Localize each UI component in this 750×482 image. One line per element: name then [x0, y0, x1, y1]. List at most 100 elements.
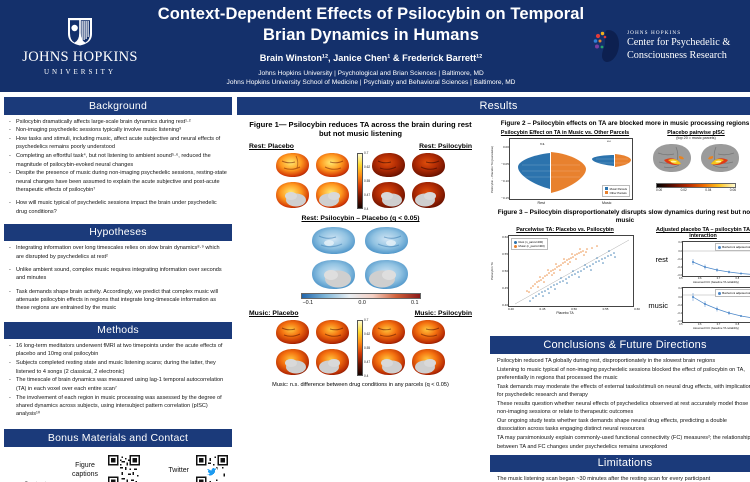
section-header-background: Background [4, 97, 232, 115]
brain-medial-left [368, 347, 408, 377]
violin-plot-title: Psilocybin Effect on TA in Music vs. Oth… [500, 129, 630, 136]
methods-list: 16 long-term meditators underwent fMRI a… [4, 342, 232, 418]
tick: −0.6 [676, 320, 682, 324]
label-rest-contrast: Rest: Psilocybin – Placebo (q < 0.05) [301, 215, 420, 223]
violin-y-ticks: 0.00 −0.05 −0.10 −0.15 [496, 138, 509, 200]
tick: 0.50 [502, 269, 508, 274]
scatter-legend: Rest (n_parcs=400) Music (n_parcs=400) [511, 238, 548, 251]
cpcr-logo: JOHNS HOPKINS Center for Psychedelic & C… [592, 28, 740, 64]
tick: 0.7 [716, 323, 721, 327]
legend-swatch-music [605, 187, 609, 191]
qr-code-twitter[interactable] [196, 454, 228, 482]
colorbar-difference-ticks: −0.1 0.0 0.1 [301, 300, 421, 306]
list-item: Unlike ambient sound, complex music requ… [9, 266, 229, 283]
violin-plot-area: n.s. *** Music Parcels [509, 137, 633, 200]
affiliation-line-2: Johns Hopkins University School of Medic… [226, 79, 516, 87]
brain-medial-right [409, 347, 449, 377]
tick: 0.50 [571, 307, 577, 312]
results-column: Results Figure 1— Psilocybin reduces TA … [237, 97, 750, 482]
list-item: Our ongoing study tests whether task dem… [497, 418, 727, 433]
list-item: Listening to music typical of non-imagin… [497, 366, 745, 382]
figure-1-rest-brains: 0.7 0.62 0.55 0.47 0.4 [237, 151, 484, 211]
tick: 0.40 [502, 303, 508, 308]
figure-captions-label: Figure captions [71, 462, 99, 478]
tick: 0.6 [697, 277, 702, 281]
tick: 0.62 [364, 164, 371, 169]
figure-1-contrast-brains [237, 224, 484, 291]
scatter-panel: Parcelwise TA: Placebo vs. Psilocybin Ps… [490, 227, 640, 330]
legend-label: Music Parcels [609, 186, 627, 191]
figure-1-music-caption: Music: n.s. difference between drug cond… [272, 382, 449, 389]
brain-medial-right [313, 347, 353, 377]
scatter-x-axis-label: Placebo TA [556, 311, 574, 316]
list-item: 16 long-term meditators underwent fMRI a… [9, 342, 229, 359]
brain-lateral-left [368, 151, 408, 179]
legend-item: Other Parcels [605, 191, 627, 195]
list-item: How tasks and stimuli, including music, … [9, 135, 229, 152]
brain-medial-right [409, 180, 449, 210]
tick: 0.02 [680, 188, 687, 193]
interaction-title: Adjusted placebo TA – psilocybin TA inte… [656, 227, 750, 240]
label-music-psilocybin: Music: Psilocybin [414, 310, 472, 318]
author-list: Brain Winston¹², Janice Chen¹ & Frederic… [259, 52, 483, 63]
list-item: Non-imaging psychedelic sessions typical… [9, 126, 229, 135]
legend-item: Music (n_parcs=400) [514, 244, 545, 248]
contact-info: Contact: bwinsto2@jh.edu [10, 480, 62, 482]
legend-label: Bonferroni adjusted slope [722, 291, 750, 296]
list-item: How will music typical of psychedelic se… [9, 199, 229, 216]
figures-2-3-column: Figure 2 – Psilocybin effects on TA are … [490, 120, 750, 482]
cpcr-name-line-1: Center for Psychedelic & [627, 36, 731, 48]
legend-label: Rest (n_parcs=400) [518, 240, 544, 245]
tick: 0.60 [502, 235, 508, 240]
list-item: Task demands may moderate the effects of… [497, 383, 750, 399]
tick: 0.8 [735, 323, 740, 327]
figure-1-title-line-1: Figure 1— Psilocybin reduces TA across t… [249, 119, 472, 129]
scatter-y-ticks: 0.60 0.55 0.50 0.45 0.40 [496, 235, 508, 307]
brain-group-rest-placebo [272, 151, 353, 210]
list-item: Psilocybin dramatically affects large-sc… [9, 118, 229, 127]
colorbar-ta-music: 0.7 0.62 0.55 0.47 0.4 [357, 318, 370, 378]
interaction-rest-y-ticks: 0.2 0.0 −0.2 −0.4 −0.6 [671, 241, 682, 277]
tick: 0.00 [502, 144, 509, 149]
section-header-methods: Methods [4, 321, 232, 340]
title-line-1: Context-Dependent Effects of Psilocybin … [157, 5, 585, 24]
title-line-2: Brian Dynamics in Humans [262, 25, 480, 44]
violin-x-ticks: Rest Music [490, 201, 640, 205]
pisc-panel: Placebo pairwise pISC (top 20 = music pa… [646, 130, 746, 193]
brain-medial-left [272, 180, 312, 210]
tick: 0.60 [634, 307, 640, 312]
tick: 0.0 [678, 249, 682, 253]
tick: −0.2 [676, 257, 682, 261]
brain-medial-right [361, 257, 413, 291]
bonus-materials-grid: Figure captions [4, 450, 232, 482]
tick: 0.55 [602, 307, 609, 312]
colorbar-ta-rest: 0.7 0.62 0.55 0.47 0.4 [357, 151, 370, 211]
section-header-bonus: Bonus Materials and Contact [4, 429, 232, 447]
brain-group-rest-psilocybin [368, 151, 449, 210]
label-music-placebo: Music: Placebo [249, 310, 299, 318]
tick: 0.7 [364, 150, 369, 155]
twitter-label: Twitter [168, 466, 189, 474]
interaction-music-x-ticks: 0.5 0.6 0.7 0.8 0.9 [646, 323, 750, 326]
section-header-results: Results [237, 97, 750, 115]
list-item: Psilocybin reduced TA globally during re… [497, 357, 716, 364]
affiliation-line-1: Johns Hopkins University | Psychological… [258, 69, 484, 77]
tick: 0.7 [716, 277, 721, 281]
brain-group-music-placebo [272, 318, 353, 377]
tick: 0.1 [411, 300, 419, 307]
title-block: Context-Dependent Effects of Psilocybin … [150, 4, 592, 87]
tick: −0.4 [676, 266, 682, 270]
list-item: The involvement of each region in music … [9, 394, 229, 419]
tick: 0.0 [358, 300, 366, 307]
interaction-panel: Adjusted placebo TA – psilocybin TA inte… [646, 227, 750, 330]
legend-item: Rest (n_parcs=400) [514, 240, 545, 244]
qr-code-figure-captions[interactable] [108, 454, 140, 482]
brain-lateral-left [307, 224, 359, 256]
figure-1-music-labels: Music: Placebo Music: Psilocybin [237, 306, 484, 318]
tick: 0.47 [364, 359, 371, 364]
pisc-brain-left [649, 142, 695, 179]
interaction-music-x-label: Assumed ICC (baseline TA reliability) [693, 326, 739, 331]
violin-y-axis-label: Psilocybin – Placebo TA (parcelwise) [490, 145, 494, 193]
legend-label: Other Parcels [609, 190, 627, 195]
tick: 0.5 [679, 323, 683, 327]
